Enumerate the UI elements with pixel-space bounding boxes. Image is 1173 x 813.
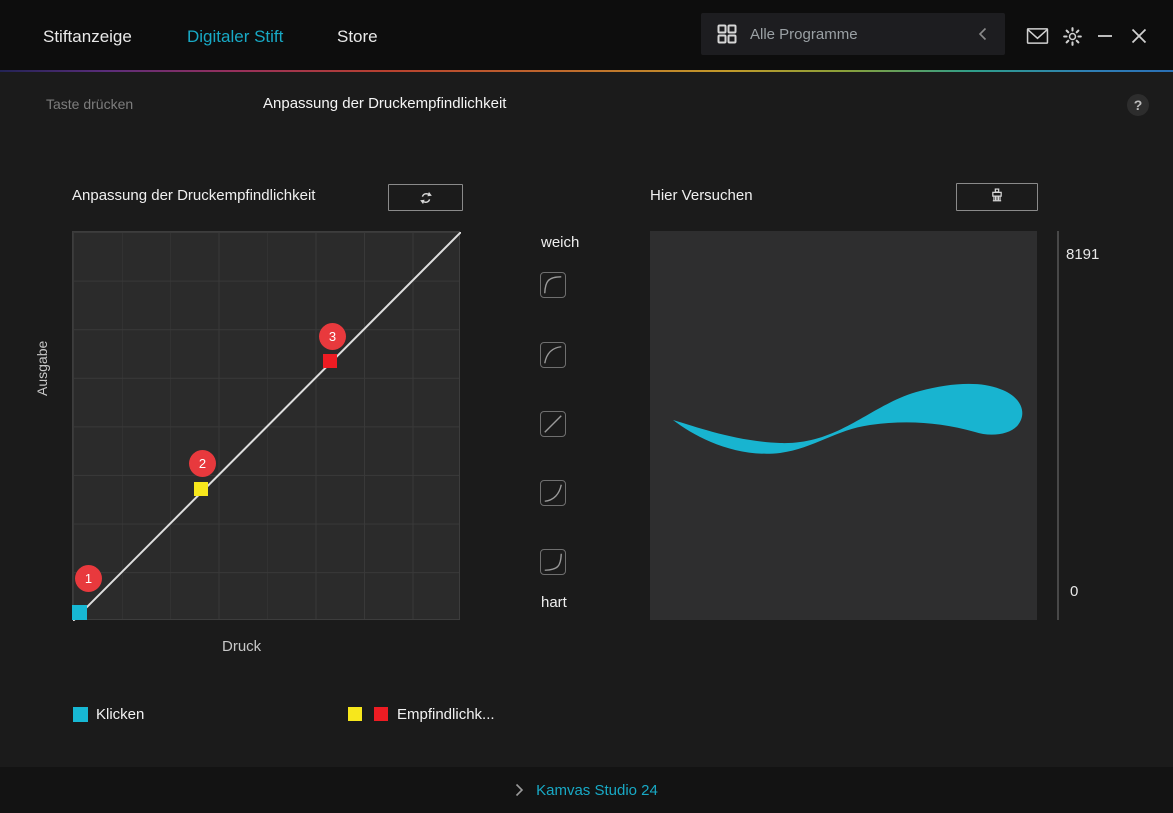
- pressure-curve-line: [73, 232, 461, 621]
- preset-curve-hardest-button[interactable]: [540, 549, 566, 575]
- close-button[interactable]: [1127, 24, 1151, 48]
- hard-label: hart: [541, 594, 567, 611]
- close-icon: [1130, 27, 1148, 45]
- question-mark-icon: ?: [1133, 97, 1143, 113]
- control-point-1[interactable]: [72, 605, 87, 620]
- curve-hardest-icon: [544, 553, 562, 571]
- device-name: Kamvas Studio 24: [536, 781, 658, 799]
- minimize-icon: [1096, 27, 1114, 45]
- brush-icon: [987, 187, 1007, 207]
- point-badge-2: 2: [189, 450, 216, 477]
- minimize-button[interactable]: [1093, 24, 1117, 48]
- gear-icon: [1062, 26, 1083, 47]
- soft-label: weich: [541, 234, 580, 251]
- legend-click-swatch: [73, 707, 88, 722]
- pressure-min-label: 0: [1070, 583, 1079, 600]
- tab-stiftanzeige[interactable]: Stiftanzeige: [43, 27, 132, 46]
- legend-sensitivity-swatch-red: [374, 707, 388, 721]
- pressure-curve-plot[interactable]: [72, 231, 461, 621]
- settings-button[interactable]: [1060, 24, 1084, 48]
- all-programs-selector[interactable]: Alle Programme: [701, 13, 1005, 55]
- pressure-max-label: 8191: [1066, 246, 1100, 263]
- reset-curve-button[interactable]: [388, 184, 463, 211]
- x-axis-label: Druck: [222, 638, 262, 655]
- all-programs-label: Alle Programme: [750, 25, 858, 43]
- point-badge-1: 1: [75, 565, 102, 592]
- pressure-panel-title: Anpassung der Druckempfindlichkeit: [72, 187, 316, 204]
- pen-test-stroke: [673, 383, 1023, 454]
- preset-curve-softest-button[interactable]: [540, 272, 566, 298]
- subtab-taste-druecken[interactable]: Taste drücken: [46, 96, 134, 112]
- control-point-2[interactable]: [194, 482, 208, 496]
- curve-hard-icon: [544, 484, 562, 502]
- chevron-left-icon: [978, 27, 987, 41]
- curve-soft-icon: [544, 346, 562, 364]
- preset-curve-linear-button[interactable]: [540, 411, 566, 437]
- test-panel-title: Hier Versuchen: [650, 187, 753, 204]
- curve-softest-icon: [544, 276, 562, 294]
- chevron-right-icon: [515, 783, 524, 797]
- refresh-icon: [417, 189, 435, 207]
- rainbow-divider: [0, 70, 1173, 72]
- preset-curve-soft-button[interactable]: [540, 342, 566, 368]
- test-draw-canvas[interactable]: [650, 231, 1037, 620]
- top-nav-bar: Stiftanzeige Digitaler Stift Store Alle …: [0, 0, 1173, 70]
- clear-canvas-button[interactable]: [956, 183, 1038, 211]
- tab-digitaler-stift[interactable]: Digitaler Stift: [187, 27, 284, 46]
- mail-button[interactable]: [1025, 24, 1049, 48]
- help-button[interactable]: ?: [1127, 94, 1149, 116]
- subtab-druckempfindlichkeit[interactable]: Anpassung der Druckempfindlichkeit: [263, 95, 507, 112]
- mail-icon: [1026, 27, 1049, 45]
- control-point-3[interactable]: [323, 354, 337, 368]
- preset-curve-hard-button[interactable]: [540, 480, 566, 506]
- tab-store[interactable]: Store: [337, 27, 378, 46]
- apps-grid-icon: [715, 22, 739, 46]
- curve-linear-icon: [544, 415, 562, 433]
- y-axis-label: Ausgabe: [34, 340, 50, 396]
- point-badge-3: 3: [319, 323, 346, 350]
- legend-sensitivity-label: Empfindlichk...: [397, 706, 495, 723]
- pressure-scale-axis: [1057, 231, 1059, 620]
- legend-click-label: Klicken: [96, 706, 145, 723]
- legend-sensitivity-swatch-yellow: [348, 707, 362, 721]
- device-bar[interactable]: Kamvas Studio 24: [0, 767, 1173, 813]
